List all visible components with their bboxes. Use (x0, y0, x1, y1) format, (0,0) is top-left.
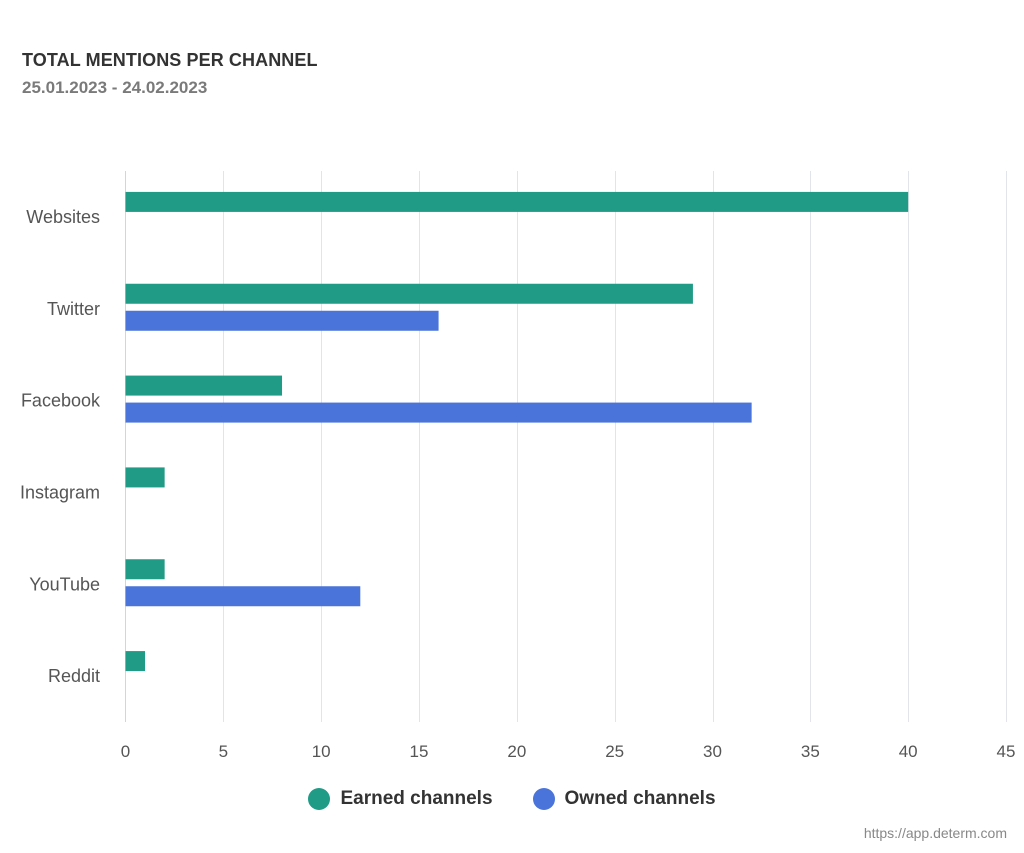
x-tick-label: 45 (997, 742, 1016, 761)
category-label: Twitter (47, 299, 100, 319)
bar-owned (125, 310, 439, 331)
legend-label-earned: Earned channels (340, 788, 493, 809)
legend-label-owned: Owned channels (564, 788, 716, 809)
bar-owned (125, 402, 752, 423)
category-label: Instagram (20, 482, 100, 502)
x-tick-label: 30 (703, 742, 722, 761)
x-tick-label: 35 (801, 742, 820, 761)
bar-earned (125, 191, 909, 212)
category-label: YouTube (29, 574, 100, 594)
category-label: Reddit (48, 666, 100, 686)
chart-legend: Earned channels Owned channels (0, 788, 1024, 810)
bar-earned (125, 375, 283, 396)
x-tick-label: 10 (312, 742, 331, 761)
bar-earned (125, 467, 165, 488)
bar-earned (125, 559, 165, 580)
x-tick-label: 5 (219, 742, 228, 761)
legend-item-earned[interactable]: Earned channels (308, 788, 493, 810)
chart-title: TOTAL MENTIONS PER CHANNEL (22, 50, 318, 70)
bar-earned (125, 651, 146, 672)
x-tick-label: 25 (605, 742, 624, 761)
x-tick-label: 40 (899, 742, 918, 761)
chart-subtitle: 25.01.2023 - 24.02.2023 (22, 78, 208, 97)
category-label: Facebook (21, 391, 101, 411)
credits-link[interactable]: https://app.determ.com (863, 825, 1007, 841)
bar-owned (125, 586, 361, 607)
x-tick-label: 15 (410, 742, 429, 761)
legend-dot-owned (532, 788, 555, 810)
legend-dot-earned (308, 788, 331, 810)
x-tick-label: 0 (121, 742, 130, 761)
category-label: Websites (26, 207, 100, 227)
x-tick-label: 20 (507, 742, 526, 761)
legend-item-owned[interactable]: Owned channels (532, 788, 716, 810)
bar-earned (125, 283, 693, 304)
